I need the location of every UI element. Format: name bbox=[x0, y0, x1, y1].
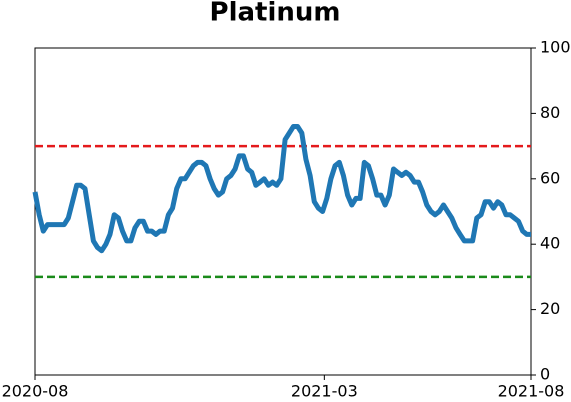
y-tick-label: 60 bbox=[540, 168, 560, 187]
plot-frame bbox=[34, 47, 532, 376]
y-tick-label: 20 bbox=[540, 299, 560, 318]
chart-title: Platinum bbox=[210, 0, 341, 28]
y-tick-label: 80 bbox=[540, 103, 560, 122]
y-tick-label: 100 bbox=[540, 38, 571, 57]
x-tick-label: 2021-08 bbox=[498, 382, 565, 401]
x-tick-label: 2021-03 bbox=[291, 382, 358, 401]
data-line bbox=[32, 124, 531, 254]
x-tick-label: 2020-08 bbox=[2, 382, 69, 401]
y-tick-label: 40 bbox=[540, 234, 560, 253]
y-tick-label: 0 bbox=[540, 365, 550, 384]
